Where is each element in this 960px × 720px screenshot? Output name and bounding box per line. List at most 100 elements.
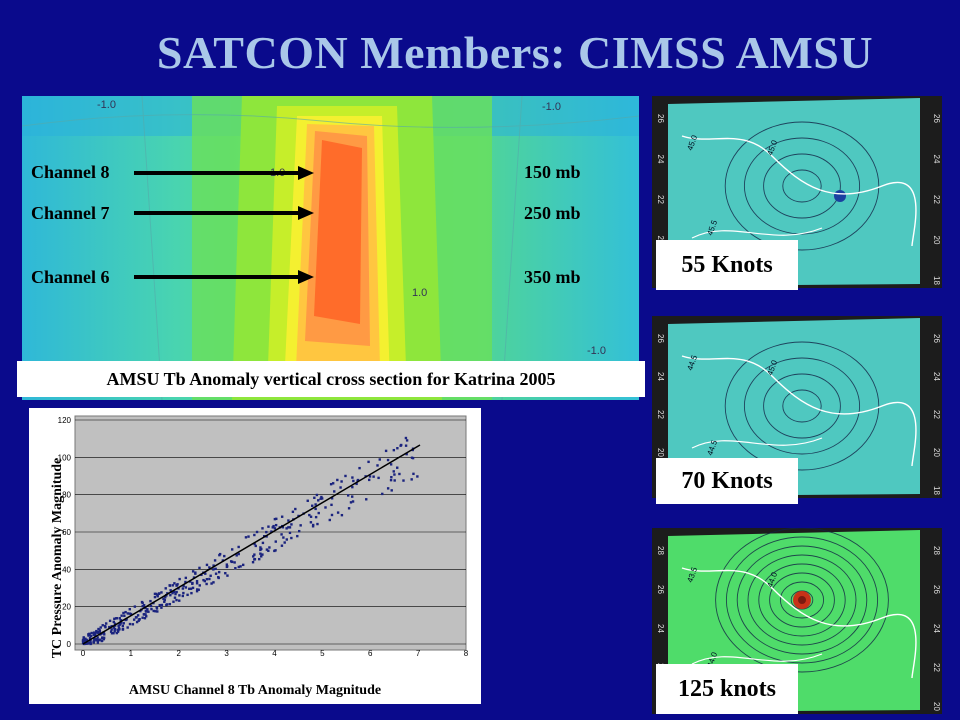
scatter-point: [254, 544, 257, 548]
scatter-point: [191, 570, 195, 573]
scatter-point: [191, 586, 195, 590]
scatter-point: [208, 577, 211, 581]
trend-line: [82, 444, 421, 645]
scatter-point: [181, 587, 185, 590]
scatter-point: [346, 494, 350, 497]
scatter-point: [163, 598, 166, 602]
y-tick-label: 40: [62, 565, 71, 574]
scatter-point: [128, 622, 132, 626]
x-tick-label: 4: [272, 649, 277, 658]
scatter-point: [88, 636, 92, 640]
scatter-point: [311, 523, 315, 527]
latitude-tick-label: 20: [932, 448, 941, 457]
scatter-point: [138, 618, 141, 621]
scatter-point: [194, 571, 197, 574]
scatter-point: [184, 576, 188, 580]
scatter-point: [158, 603, 161, 607]
cross-section-image: -1.0 -1.0 1.0 1.0 -1.0: [22, 96, 639, 400]
scatter-point: [355, 482, 358, 486]
scatter-point: [328, 518, 331, 522]
level-150mb-label: 150 mb: [524, 162, 581, 182]
scatter-point: [147, 610, 150, 613]
scatter-point: [336, 478, 339, 482]
scatter-point: [84, 639, 87, 642]
scatter-x-axis-label: AMSU Channel 8 Tb Anomaly Magnitude: [128, 683, 382, 698]
scatter-point: [261, 553, 264, 556]
latitude-tick-label: 28: [656, 546, 665, 555]
scatter-point: [81, 641, 85, 645]
contour-label: 1.0: [412, 287, 427, 299]
scatter-point: [396, 466, 399, 469]
scatter-point: [208, 566, 211, 569]
scatter-point: [115, 631, 119, 635]
scatter-point: [99, 626, 102, 629]
scatter-point: [309, 515, 313, 518]
scatter-point: [116, 630, 120, 633]
scatter-point: [195, 590, 199, 593]
scatter-point: [320, 497, 324, 500]
latitude-tick-label: 20: [656, 448, 665, 457]
scatter-point: [237, 552, 240, 556]
scatter-point: [340, 513, 344, 517]
scatter-point: [176, 583, 179, 586]
scatter-point: [86, 641, 90, 645]
latitude-tick-label: 26: [656, 334, 665, 343]
scatter-point: [315, 493, 319, 497]
scatter-point: [198, 584, 201, 587]
scatter-point: [247, 535, 250, 538]
scatter-point: [132, 618, 136, 621]
level-350mb-label: 350 mb: [524, 267, 581, 287]
scatter-point: [340, 480, 343, 483]
scatter-point: [178, 599, 181, 602]
scatter-point: [121, 627, 125, 631]
scatter-point: [168, 602, 172, 606]
scatter-point: [198, 566, 201, 570]
scatter-point: [174, 592, 177, 596]
scatter-point: [356, 478, 360, 482]
scatter-point: [271, 526, 274, 529]
scatter-y-axis-label: TC Pressure Anomaly Magnitude: [50, 457, 65, 659]
scatter-point: [329, 482, 333, 486]
scatter-point: [223, 554, 226, 558]
scatter-point: [324, 506, 327, 509]
scatter-point: [175, 584, 178, 587]
scatter-point: [195, 580, 199, 583]
scatter-point: [226, 574, 229, 577]
latitude-tick-label: 28: [932, 546, 941, 555]
scatter-point: [402, 479, 405, 482]
scatter-point: [390, 475, 393, 479]
scatter-point: [351, 476, 354, 479]
scatter-point: [241, 563, 245, 567]
scatter-point: [358, 466, 361, 470]
scatter-point: [224, 572, 227, 575]
scatter-point: [344, 474, 347, 478]
x-tick-label: 5: [320, 649, 325, 658]
scatter-point: [196, 588, 199, 591]
scatter-point: [117, 626, 121, 630]
scatter-point: [393, 473, 396, 476]
scatter-point: [92, 631, 96, 634]
scatter-point: [145, 615, 148, 618]
scatter-point: [404, 436, 408, 440]
scatter-point: [365, 498, 368, 501]
scatter-point: [209, 574, 212, 577]
scatter-point: [217, 575, 220, 579]
scatter-point: [89, 640, 92, 643]
knots-label-55: 55 Knots: [656, 240, 798, 290]
scatter-point: [160, 606, 163, 609]
scatter-point: [368, 475, 372, 478]
scatter-point: [405, 439, 409, 442]
scatter-point: [317, 499, 320, 502]
scatter-point: [237, 565, 241, 569]
channel-6-label: Channel 6: [31, 267, 110, 287]
scatter-point: [330, 513, 334, 517]
scatter-point: [351, 500, 355, 503]
scatter-point: [126, 626, 129, 629]
x-tick-label: 2: [177, 649, 182, 658]
latitude-tick-label: 24: [656, 624, 665, 633]
scatter-point: [141, 604, 144, 608]
scatter-point: [137, 619, 140, 622]
scatter-point: [274, 523, 278, 527]
scatter-point: [319, 497, 322, 500]
scatter-point: [95, 638, 99, 641]
